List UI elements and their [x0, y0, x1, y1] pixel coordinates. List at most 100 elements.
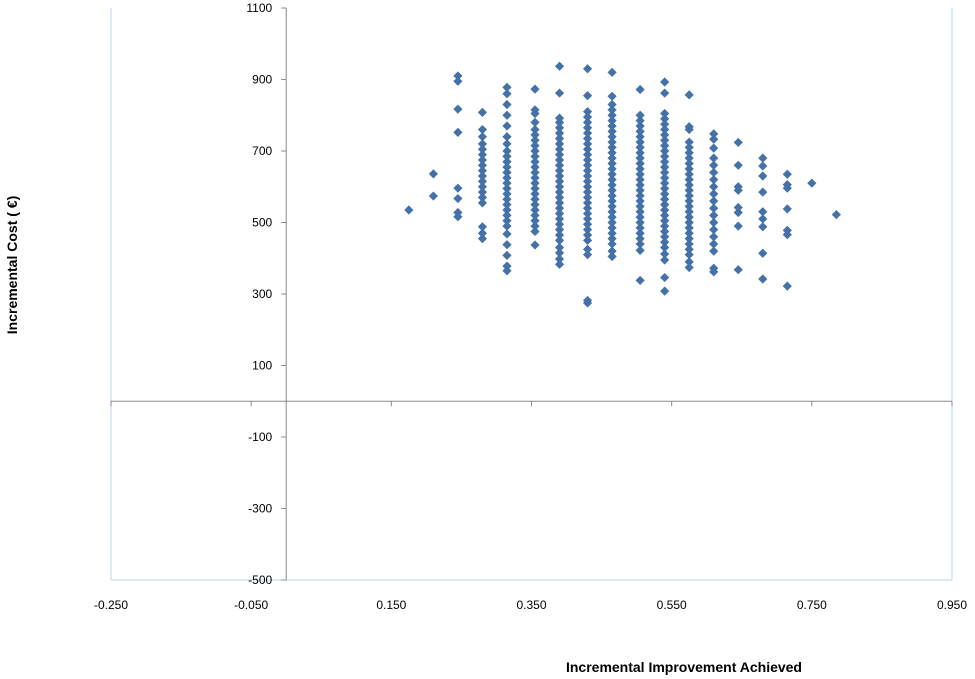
data-point [635, 239, 645, 249]
y-tick-label: 1100 [246, 1, 272, 15]
data-point [554, 248, 565, 258]
data-point [660, 77, 670, 87]
data-point [453, 71, 463, 81]
data-point [607, 126, 617, 136]
data-point [607, 99, 617, 110]
data-point [607, 164, 617, 174]
data-point [660, 157, 670, 167]
data-point [660, 221, 670, 231]
data-point [582, 123, 593, 133]
data-point [530, 151, 540, 161]
data-point [554, 155, 565, 165]
data-point [477, 132, 488, 142]
data-point [660, 173, 670, 183]
x-axis-title: Incremental Improvement Achieved [566, 659, 802, 675]
data-point [635, 110, 645, 120]
data-point [502, 216, 512, 226]
data-point [635, 212, 645, 222]
x-tick-label: -0.250 [94, 598, 128, 612]
data-point [530, 130, 540, 140]
data-point [782, 230, 792, 240]
data-point [635, 185, 645, 195]
data-point [635, 245, 645, 255]
data-point [660, 272, 670, 283]
data-point [554, 128, 565, 138]
data-point [709, 267, 719, 277]
data-point [502, 162, 512, 172]
data-points [404, 61, 841, 308]
data-point [530, 226, 540, 237]
data-point [660, 255, 670, 265]
data-point [635, 207, 645, 217]
data-point [502, 178, 512, 188]
data-point [684, 239, 694, 249]
data-point [477, 222, 488, 232]
data-point [530, 173, 540, 183]
data-point [607, 223, 617, 233]
data-point [582, 219, 593, 229]
data-point [582, 225, 593, 235]
data-point [554, 166, 565, 176]
data-point [660, 194, 670, 204]
plot-frame [110, 7, 953, 581]
data-point [635, 116, 645, 126]
data-point [684, 180, 694, 190]
data-point [635, 84, 645, 95]
data-point [502, 146, 512, 156]
data-point [635, 126, 645, 136]
data-point [477, 139, 488, 149]
data-point [660, 130, 670, 140]
data-point [635, 201, 645, 212]
data-point [554, 198, 565, 208]
data-point [635, 191, 645, 201]
data-point [709, 225, 719, 235]
data-point [530, 189, 540, 199]
data-point [582, 176, 593, 186]
data-point [530, 124, 540, 135]
data-point [607, 142, 617, 153]
data-point [684, 153, 694, 163]
data-point [477, 149, 488, 160]
data-point [502, 229, 512, 239]
data-point [554, 61, 565, 71]
data-point [635, 228, 645, 238]
data-point [554, 235, 565, 245]
data-point [758, 207, 768, 217]
data-point [607, 153, 617, 163]
data-point [582, 166, 593, 176]
data-point [607, 217, 617, 228]
data-point [684, 185, 694, 195]
data-point [782, 169, 792, 179]
data-point [477, 166, 488, 176]
data-point [709, 246, 719, 256]
data-point [660, 232, 670, 242]
data-point [502, 121, 512, 131]
data-point [635, 175, 645, 185]
data-point [684, 223, 694, 233]
x-tick-label: -0.050 [234, 598, 268, 612]
data-point [607, 158, 617, 169]
data-point [607, 169, 617, 179]
data-point [607, 132, 617, 142]
data-point [502, 157, 512, 167]
data-point [453, 76, 463, 86]
data-point [758, 248, 768, 258]
data-point [684, 148, 694, 158]
data-point [660, 210, 670, 220]
data-point [502, 210, 512, 220]
y-axis-title: Incremental Cost ( €) [4, 196, 20, 334]
data-point [582, 133, 593, 144]
data-point [709, 160, 719, 170]
data-point [554, 187, 565, 197]
data-point [582, 203, 593, 213]
data-point [607, 239, 617, 249]
data-point [502, 99, 512, 110]
data-point [635, 121, 645, 131]
data-point [733, 137, 743, 148]
data-point [684, 212, 694, 222]
data-point [530, 221, 540, 231]
data-point [582, 149, 593, 160]
data-point [502, 183, 512, 194]
y-tick-label: 300 [252, 287, 272, 301]
